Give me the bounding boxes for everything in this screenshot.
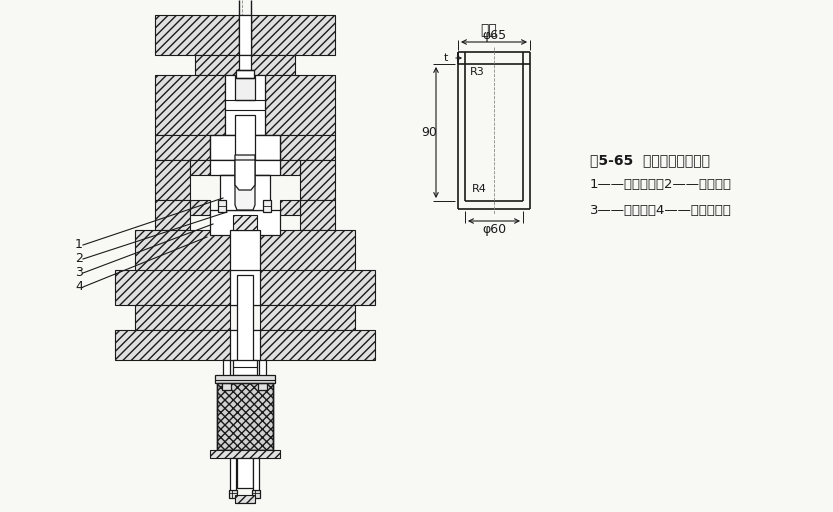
- Polygon shape: [280, 160, 300, 175]
- Polygon shape: [155, 135, 210, 160]
- Bar: [230, 270, 260, 305]
- Bar: [210, 160, 280, 175]
- Text: 4: 4: [75, 281, 82, 293]
- Polygon shape: [235, 155, 255, 210]
- Bar: [239, 55, 251, 75]
- Bar: [235, 115, 255, 160]
- Text: R4: R4: [471, 184, 486, 194]
- Polygon shape: [195, 55, 295, 75]
- Text: t: t: [444, 53, 448, 63]
- Bar: [258, 382, 267, 390]
- Bar: [236, 70, 254, 78]
- Text: R3: R3: [470, 67, 484, 77]
- Polygon shape: [300, 160, 335, 200]
- Polygon shape: [115, 270, 375, 305]
- Text: 3: 3: [75, 267, 82, 280]
- Polygon shape: [135, 305, 230, 330]
- Bar: [210, 450, 280, 458]
- Bar: [237, 275, 253, 365]
- Text: φ65: φ65: [482, 29, 506, 41]
- Bar: [235, 75, 255, 100]
- Bar: [230, 330, 260, 360]
- Bar: [235, 495, 255, 503]
- Bar: [263, 200, 271, 212]
- Bar: [239, 15, 251, 55]
- Text: 1——拉伸凸模；2——凸凹模；: 1——拉伸凸模；2——凸凹模；: [590, 179, 732, 191]
- Bar: [220, 175, 270, 210]
- Bar: [237, 458, 253, 488]
- Polygon shape: [233, 215, 257, 230]
- Bar: [233, 360, 257, 375]
- Polygon shape: [115, 330, 375, 360]
- Polygon shape: [280, 135, 335, 160]
- Polygon shape: [155, 200, 190, 230]
- Bar: [223, 360, 230, 385]
- Bar: [217, 383, 273, 450]
- Polygon shape: [190, 160, 210, 175]
- Text: 1: 1: [75, 239, 82, 251]
- Text: 90: 90: [421, 125, 437, 139]
- Bar: [210, 210, 280, 235]
- Polygon shape: [155, 160, 190, 200]
- Text: 制件: 制件: [481, 23, 497, 37]
- Text: 图5-65  落料与正反拉伸模: 图5-65 落料与正反拉伸模: [590, 153, 710, 167]
- Bar: [225, 75, 265, 135]
- Polygon shape: [155, 15, 335, 55]
- Polygon shape: [235, 160, 255, 190]
- Bar: [230, 458, 236, 493]
- Polygon shape: [260, 305, 355, 330]
- Bar: [222, 382, 231, 390]
- Polygon shape: [135, 230, 355, 275]
- Polygon shape: [190, 200, 210, 215]
- Polygon shape: [155, 75, 225, 135]
- Bar: [218, 200, 226, 212]
- Polygon shape: [280, 200, 300, 215]
- Bar: [252, 490, 260, 498]
- Bar: [253, 458, 259, 493]
- Bar: [217, 380, 273, 450]
- Bar: [215, 375, 275, 383]
- Text: 3——凸凹模；4——落料凹模。: 3——凸凹模；4——落料凹模。: [590, 203, 732, 217]
- Bar: [259, 360, 266, 385]
- Polygon shape: [265, 75, 335, 135]
- Bar: [210, 135, 280, 160]
- Text: 2: 2: [75, 252, 82, 266]
- Bar: [229, 490, 237, 498]
- Bar: [230, 230, 260, 275]
- Text: φ60: φ60: [482, 223, 506, 236]
- Polygon shape: [300, 200, 335, 230]
